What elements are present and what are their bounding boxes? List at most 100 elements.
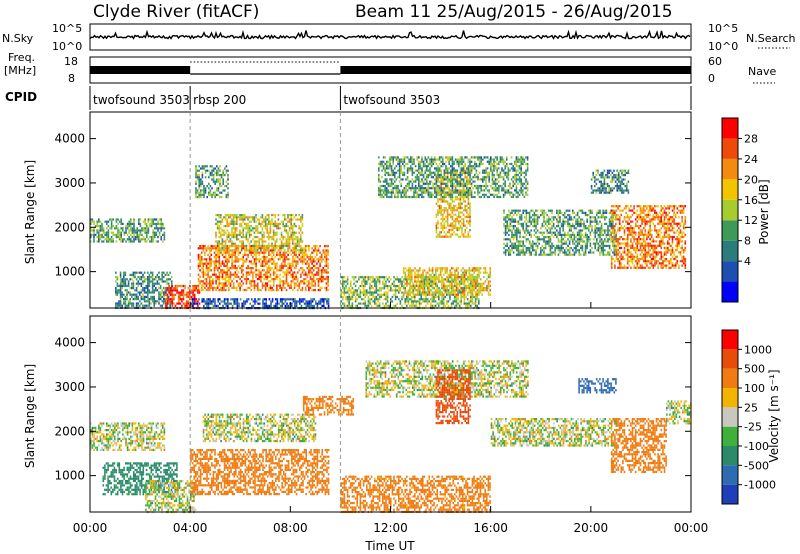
power-cell-7 <box>372 287 374 290</box>
power-cell-0 <box>90 222 92 225</box>
power-cell-8 <box>422 293 424 296</box>
power-cell-2 <box>179 302 182 305</box>
power-cell-4 <box>242 218 244 221</box>
power-cell-3 <box>250 269 253 272</box>
power-cell-3 <box>263 247 265 250</box>
power-cell-3 <box>274 262 277 265</box>
power-cell-8 <box>479 282 482 285</box>
power-cell-7 <box>375 282 378 285</box>
power-cell-7 <box>396 295 398 299</box>
power-cell-1 <box>123 284 125 287</box>
power-cell-2 <box>177 295 180 299</box>
power-cell-7 <box>436 284 438 288</box>
power-cell-3 <box>316 253 318 256</box>
power-cell-4 <box>215 249 217 252</box>
power-cell-8 <box>406 280 408 283</box>
power-cell-10 <box>458 165 460 168</box>
power-cell-1 <box>132 298 135 301</box>
power-cell-3 <box>322 278 325 281</box>
power-cell-6 <box>233 298 235 301</box>
power-cell-7 <box>426 302 429 305</box>
power-cell-10 <box>387 173 390 177</box>
power-cell-4 <box>293 216 296 219</box>
power-cell-4 <box>274 247 276 250</box>
power-cell-8 <box>454 276 456 279</box>
power-cell-0 <box>139 233 142 236</box>
power-cell-1 <box>129 300 131 303</box>
power-cell-1 <box>124 282 127 285</box>
power-cell-3 <box>269 260 272 263</box>
power-cell-7 <box>346 289 349 292</box>
power-cell-6 <box>267 304 269 307</box>
power-cell-1 <box>150 302 152 305</box>
power-cell-3 <box>324 269 326 272</box>
power-cell-3 <box>202 264 205 267</box>
power-cell-4 <box>223 225 225 228</box>
power-cell-2 <box>173 295 175 299</box>
power-cell-1 <box>129 293 131 296</box>
power-cell-9 <box>461 191 463 194</box>
power-cell-6 <box>305 300 307 303</box>
power-cell-3 <box>237 264 240 267</box>
power-cell-3 <box>221 284 224 287</box>
power-cell-10 <box>408 180 410 183</box>
power-cell-9 <box>442 178 444 181</box>
power-cell-3 <box>312 260 315 263</box>
power-cell-9 <box>458 204 460 207</box>
power-cell-3 <box>258 275 261 278</box>
power-cell-0 <box>157 240 159 243</box>
power-cell-4 <box>261 240 264 243</box>
power-cell-6 <box>227 302 229 305</box>
power-cell-10 <box>426 169 428 172</box>
power-cell-7 <box>466 302 469 305</box>
power-cell-9 <box>459 178 462 181</box>
power-cell-8 <box>460 276 463 279</box>
power-cell-3 <box>215 275 217 278</box>
power-cell-5 <box>196 191 199 194</box>
power-cell-9 <box>453 189 455 192</box>
power-cell-4 <box>274 225 276 228</box>
power-cell-3 <box>221 286 224 289</box>
power-cell-7 <box>354 291 357 294</box>
power-cell-8 <box>431 282 434 285</box>
power-cell-3 <box>314 267 317 270</box>
power-cell-4 <box>292 238 294 241</box>
power-cell-7 <box>375 287 378 290</box>
power-cell-7 <box>342 298 344 301</box>
power-cell-1 <box>118 304 120 307</box>
power-cell-7 <box>382 302 384 305</box>
power-cell-3 <box>244 278 246 281</box>
power-cell-7 <box>410 298 413 301</box>
power-cell-10 <box>421 184 423 188</box>
power-cell-3 <box>231 273 233 276</box>
power-cell-5 <box>220 185 223 188</box>
power-cell-0 <box>93 229 95 232</box>
power-cell-7 <box>396 284 398 288</box>
power-cell-7 <box>418 291 421 294</box>
power-cell-0 <box>98 225 100 228</box>
power-cell-3 <box>325 275 328 278</box>
cpid-segment-label-1: rbsp 200 <box>193 93 246 107</box>
power-cell-7 <box>375 302 378 305</box>
power-cell-3 <box>213 286 216 289</box>
power-cell-3 <box>282 256 285 259</box>
power-cell-4 <box>264 227 267 230</box>
power-cell-1 <box>132 271 135 274</box>
power-cell-0 <box>146 233 148 236</box>
power-cell-3 <box>223 284 225 287</box>
power-cell-9 <box>461 222 463 225</box>
power-cell-8 <box>460 273 463 276</box>
power-cell-3 <box>236 258 238 261</box>
power-cell-0 <box>158 227 161 230</box>
power-cell-4 <box>234 216 236 219</box>
power-cell-3 <box>226 251 229 254</box>
power-cell-3 <box>224 278 227 281</box>
power-cell-3 <box>301 260 304 263</box>
power-cell-7 <box>396 289 398 292</box>
power-cell-9 <box>453 171 455 174</box>
power-cell-9 <box>453 209 455 212</box>
power-cell-3 <box>204 258 206 261</box>
power-cell-3 <box>269 286 272 289</box>
power-cell-6 <box>291 304 293 307</box>
power-cell-10 <box>438 187 441 190</box>
